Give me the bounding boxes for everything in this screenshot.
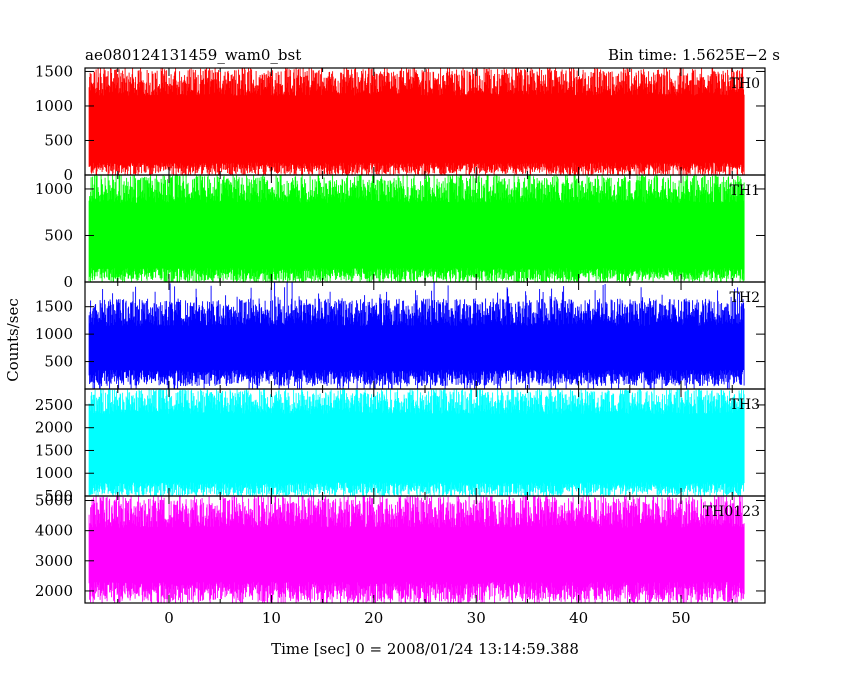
y-tick-label: 2500: [35, 396, 73, 414]
y-tick-label: 5000: [35, 492, 73, 510]
panel-name-th2: TH2: [730, 290, 760, 306]
series-th0123: [88, 496, 745, 603]
x-tick-label: 20: [364, 609, 383, 627]
chart-title-left: ae080124131459_wam0_bst: [85, 46, 301, 64]
y-tick-label: 3000: [35, 552, 73, 570]
panel-name-th0: TH0: [730, 76, 760, 92]
y-tick-label: 1000: [35, 464, 73, 482]
panel-name-th3: TH3: [730, 397, 760, 413]
x-tick-label: 40: [569, 609, 588, 627]
y-tick-label: 1500: [35, 62, 73, 80]
series-th1: [88, 175, 745, 282]
y-tick-label: 1000: [35, 97, 73, 115]
y-tick-label: 1000: [35, 180, 73, 198]
y-tick-label: 2000: [35, 419, 73, 437]
y-tick-label: 1500: [35, 441, 73, 459]
x-tick-label: 10: [262, 609, 281, 627]
series-th2: [88, 282, 745, 389]
y-axis-label: Counts/sec: [4, 298, 22, 382]
x-tick-label: 50: [671, 609, 690, 627]
y-tick-label: 4000: [35, 522, 73, 540]
x-axis-label: Time [sec] 0 = 2008/01/24 13:14:59.388: [271, 640, 579, 658]
panel-name-th0123: TH0123: [703, 504, 760, 520]
y-tick-label: 0: [63, 166, 73, 184]
y-tick-label: 0: [63, 273, 73, 291]
x-tick-label: 30: [467, 609, 486, 627]
y-tick-label: 2000: [35, 582, 73, 600]
y-tick-label: 500: [44, 131, 73, 149]
series-th0: [88, 68, 745, 175]
series-th3: [88, 389, 745, 496]
panel-name-th1: TH1: [730, 183, 760, 199]
chart-title-right: Bin time: 1.5625E−2 s: [608, 46, 780, 64]
y-tick-label: 500: [44, 353, 73, 371]
y-tick-label: 500: [44, 487, 73, 505]
y-tick-label: 500: [44, 226, 73, 244]
y-tick-label: 1500: [35, 298, 73, 316]
x-tick-label: 0: [164, 609, 174, 627]
y-tick-label: 1000: [35, 325, 73, 343]
